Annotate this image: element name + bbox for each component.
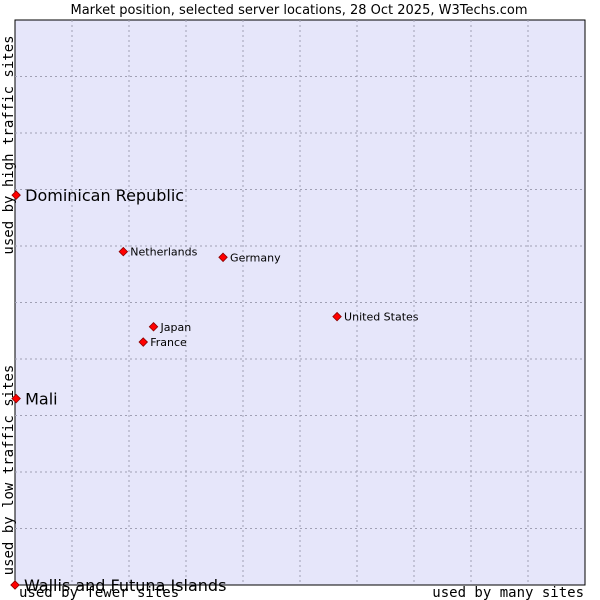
marker-germany bbox=[218, 252, 228, 263]
point-label-japan: Japan bbox=[160, 321, 192, 334]
data-point-japan: Japan bbox=[148, 321, 192, 334]
y-axis-label-top: used by high traffic sites bbox=[1, 35, 17, 254]
marker-united-states bbox=[332, 311, 342, 322]
data-point-france: France bbox=[138, 336, 187, 349]
point-label-wallis-and-futuna-islands: Wallis and Futuna Islands bbox=[24, 576, 226, 595]
point-label-mali: Mali bbox=[25, 390, 58, 409]
marker-japan bbox=[148, 322, 159, 332]
marker-netherlands bbox=[118, 246, 129, 257]
point-label-netherlands: Netherlands bbox=[130, 246, 197, 259]
point-label-france: France bbox=[150, 336, 187, 349]
marker-wallis-and-futuna-islands bbox=[10, 580, 20, 590]
x-axis-label-right: used by many sites bbox=[432, 585, 584, 600]
grid bbox=[15, 20, 585, 585]
y-axis-label-bottom: used by low traffic sites bbox=[1, 365, 17, 576]
data-point-netherlands: Netherlands bbox=[118, 246, 198, 259]
data-point-germany: Germany bbox=[218, 251, 281, 264]
data-point-united-states: United States bbox=[332, 311, 419, 324]
point-label-dominican-republic: Dominican Republic bbox=[25, 186, 184, 205]
point-label-germany: Germany bbox=[230, 251, 281, 264]
x-axis-label-left: used by fewer sites bbox=[19, 585, 179, 600]
point-label-united-states: United States bbox=[344, 311, 419, 324]
marker-france bbox=[138, 337, 149, 347]
marker-dominican-republic bbox=[11, 190, 21, 200]
marker-mali bbox=[11, 393, 21, 404]
chart-title: Market position, selected server locatio… bbox=[70, 3, 527, 18]
data-point-wallis-and-futuna-islands: Wallis and Futuna Islands bbox=[10, 576, 226, 595]
data-point-dominican-republic: Dominican Republic bbox=[11, 186, 184, 205]
data-points: Dominican Republic Netherlands Germany Unit… bbox=[10, 186, 419, 595]
data-point-mali: Mali bbox=[11, 390, 58, 409]
